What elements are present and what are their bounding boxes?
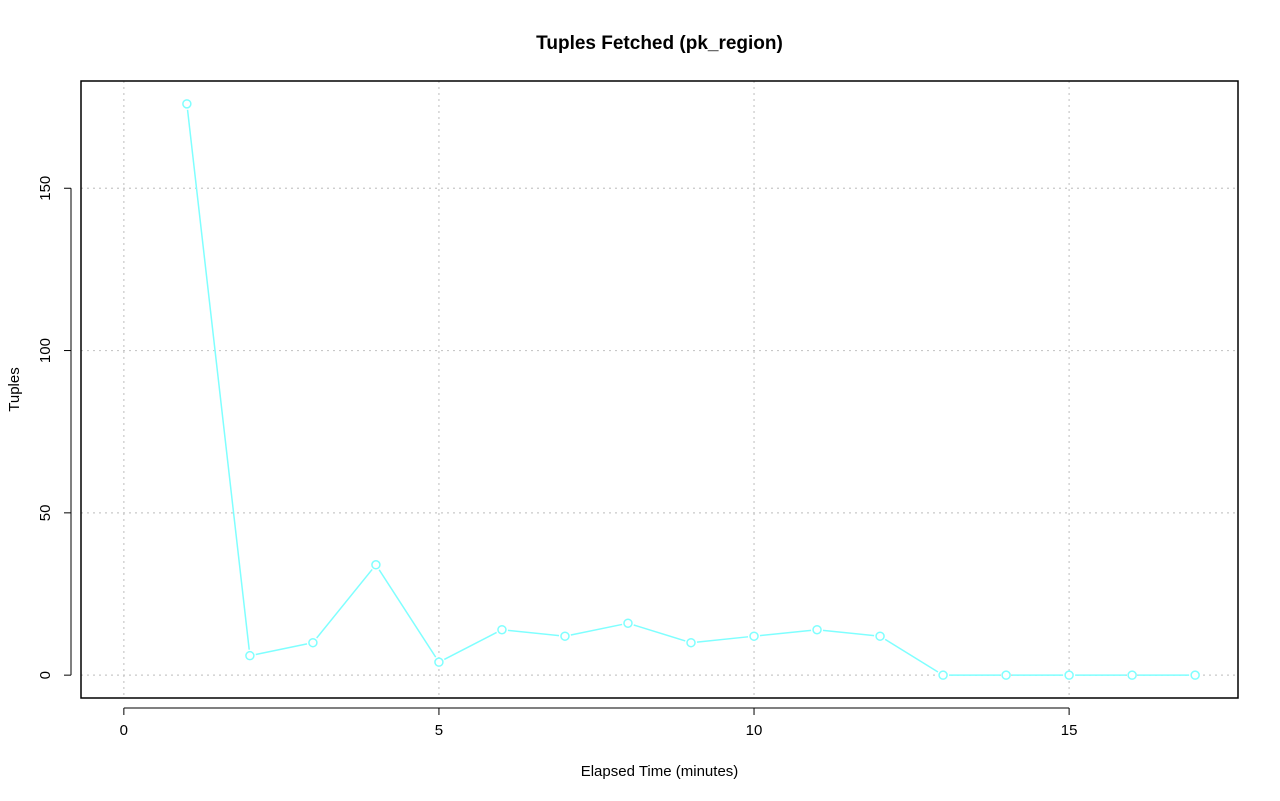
data-point <box>371 560 381 570</box>
series-line-segment <box>507 629 560 637</box>
data-point <box>1190 670 1200 680</box>
data-point <box>749 631 759 641</box>
series-line-segment <box>186 109 250 650</box>
data-point <box>245 650 255 661</box>
data-point <box>560 631 570 641</box>
series-layer <box>182 99 1200 680</box>
series-line-segment <box>443 631 497 661</box>
series-line-segment <box>822 629 875 637</box>
data-point <box>1127 670 1137 680</box>
grid <box>81 81 1238 698</box>
data-point <box>308 637 318 648</box>
data-point <box>938 670 948 680</box>
series-line-segment <box>759 629 812 637</box>
series-line-segment <box>255 643 308 656</box>
y-tick-label: 50 <box>37 505 54 522</box>
x-tick-label: 10 <box>746 722 763 739</box>
series-line-segment <box>378 569 437 658</box>
x-tick-label: 0 <box>120 722 128 739</box>
data-point <box>875 631 885 641</box>
series-line-segment <box>570 623 623 636</box>
y-axis-label: Tuples <box>6 367 23 411</box>
y-tick-label: 100 <box>37 338 54 363</box>
data-point <box>497 624 507 635</box>
series-line-segment <box>316 568 373 639</box>
y-tick-label: 150 <box>37 176 54 201</box>
series-line-segment <box>633 624 686 642</box>
series-line-segment <box>696 636 749 643</box>
data-point <box>182 99 192 109</box>
x-axis-label: Elapsed Time (minutes) <box>581 763 739 780</box>
data-point <box>623 618 633 628</box>
data-point <box>1001 670 1011 680</box>
data-point <box>1064 670 1074 680</box>
y-tick-label: 0 <box>37 671 54 679</box>
series-line-segment <box>884 638 939 673</box>
plot-frame <box>80 80 1239 699</box>
x-tick-label: 15 <box>1061 722 1078 739</box>
data-point <box>686 637 696 648</box>
x-tick-label: 5 <box>435 722 443 739</box>
data-point <box>812 624 822 635</box>
series <box>182 99 1200 680</box>
chart-title: Tuples Fetched (pk_region) <box>536 33 783 54</box>
data-point <box>434 657 444 667</box>
